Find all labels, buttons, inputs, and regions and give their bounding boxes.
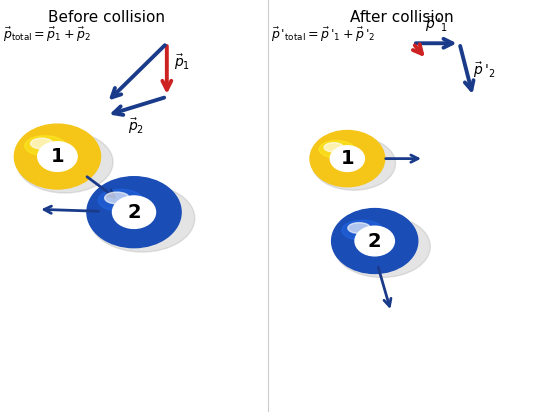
Text: $\vec{p}\,'_{\mathrm{total}} = \vec{p}\,'_1 + \vec{p}\,'_2$: $\vec{p}\,'_{\mathrm{total}} = \vec{p}\,… [271, 26, 375, 44]
Ellipse shape [104, 192, 129, 204]
Text: $\vec{p}\,'_2$: $\vec{p}\,'_2$ [473, 60, 496, 80]
Circle shape [113, 196, 155, 228]
Text: 1: 1 [341, 149, 354, 168]
Ellipse shape [31, 138, 53, 149]
Ellipse shape [25, 136, 66, 156]
Ellipse shape [14, 124, 101, 189]
Text: Before collision: Before collision [48, 10, 165, 25]
Ellipse shape [310, 131, 385, 187]
Circle shape [38, 142, 77, 171]
Text: 1: 1 [51, 147, 64, 166]
Text: $\vec{p}\,'_1$: $\vec{p}\,'_1$ [425, 14, 447, 34]
Ellipse shape [342, 220, 383, 240]
Ellipse shape [87, 177, 181, 248]
Ellipse shape [334, 216, 430, 278]
Text: 2: 2 [368, 232, 381, 250]
Ellipse shape [319, 140, 354, 158]
Text: After collision: After collision [350, 10, 454, 25]
Text: 2: 2 [127, 203, 141, 222]
Ellipse shape [324, 143, 344, 152]
Ellipse shape [331, 208, 418, 274]
Text: $\vec{p}_2$: $\vec{p}_2$ [129, 116, 144, 136]
Ellipse shape [348, 222, 370, 234]
Text: $\vec{p}_{\mathrm{total}} = \vec{p}_1 + \vec{p}_2$: $\vec{p}_{\mathrm{total}} = \vec{p}_1 + … [3, 26, 90, 44]
Ellipse shape [89, 185, 195, 252]
Ellipse shape [98, 190, 143, 211]
Ellipse shape [312, 137, 395, 190]
Ellipse shape [16, 131, 113, 193]
Circle shape [330, 146, 364, 171]
Circle shape [355, 226, 394, 256]
Text: $\vec{p}_1$: $\vec{p}_1$ [174, 52, 190, 72]
